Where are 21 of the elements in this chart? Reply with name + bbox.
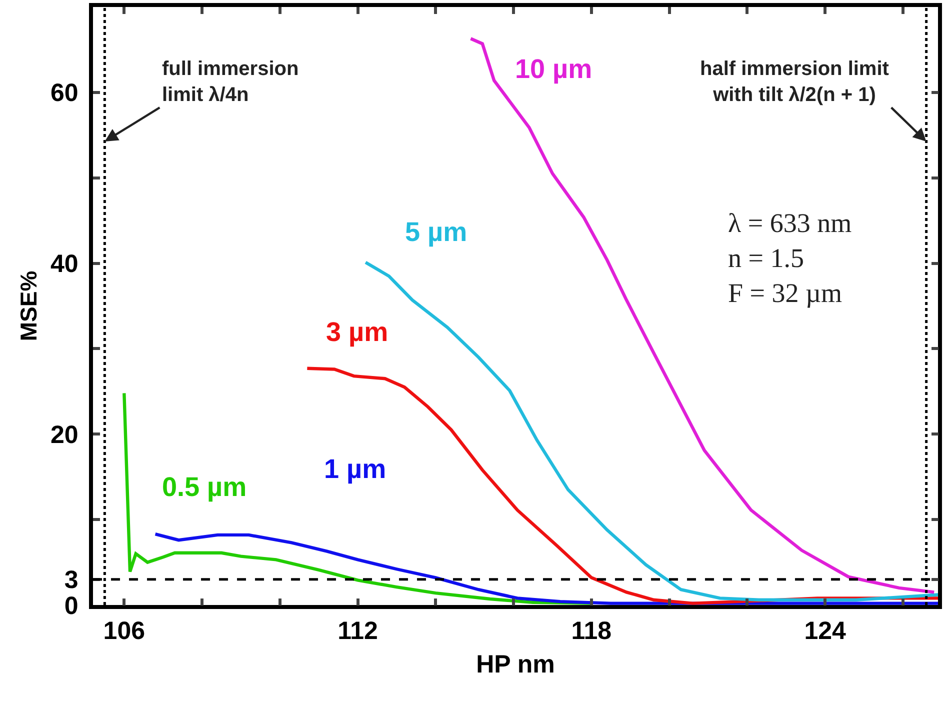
series-label: 5 µm — [405, 217, 468, 247]
x-tick-label: 112 — [338, 616, 378, 645]
text: 1 µm — [324, 454, 386, 484]
x-tick-label: 106 — [103, 616, 146, 645]
y-tick-label: 60 — [50, 79, 78, 108]
y-tick-label: 0 — [64, 592, 78, 620]
ref-line-label: full immersion limit λ/4n — [162, 58, 299, 106]
x-tick-label: 118 — [571, 616, 612, 645]
y-axis-title: MSE% — [15, 270, 42, 342]
x-axis-title: HP nm — [476, 650, 555, 678]
series-label: 0.5 µm — [162, 472, 247, 502]
annotation: λ = 633 nm n = 1.5 F = 32 µm — [728, 208, 852, 308]
y-tick-label: 20 — [50, 420, 78, 449]
y-tick-label: 40 — [50, 250, 78, 278]
line-series — [154, 532, 938, 605]
ref-line-label: half immersion limit with tilt λ/2(n + 1) — [700, 58, 890, 106]
line-series — [469, 37, 936, 594]
y-tick-label: 3 — [64, 566, 78, 594]
series-label: 10 µm — [515, 54, 592, 84]
x-tick-label: 124 — [804, 616, 846, 645]
series-label: 3 µm — [326, 317, 388, 347]
